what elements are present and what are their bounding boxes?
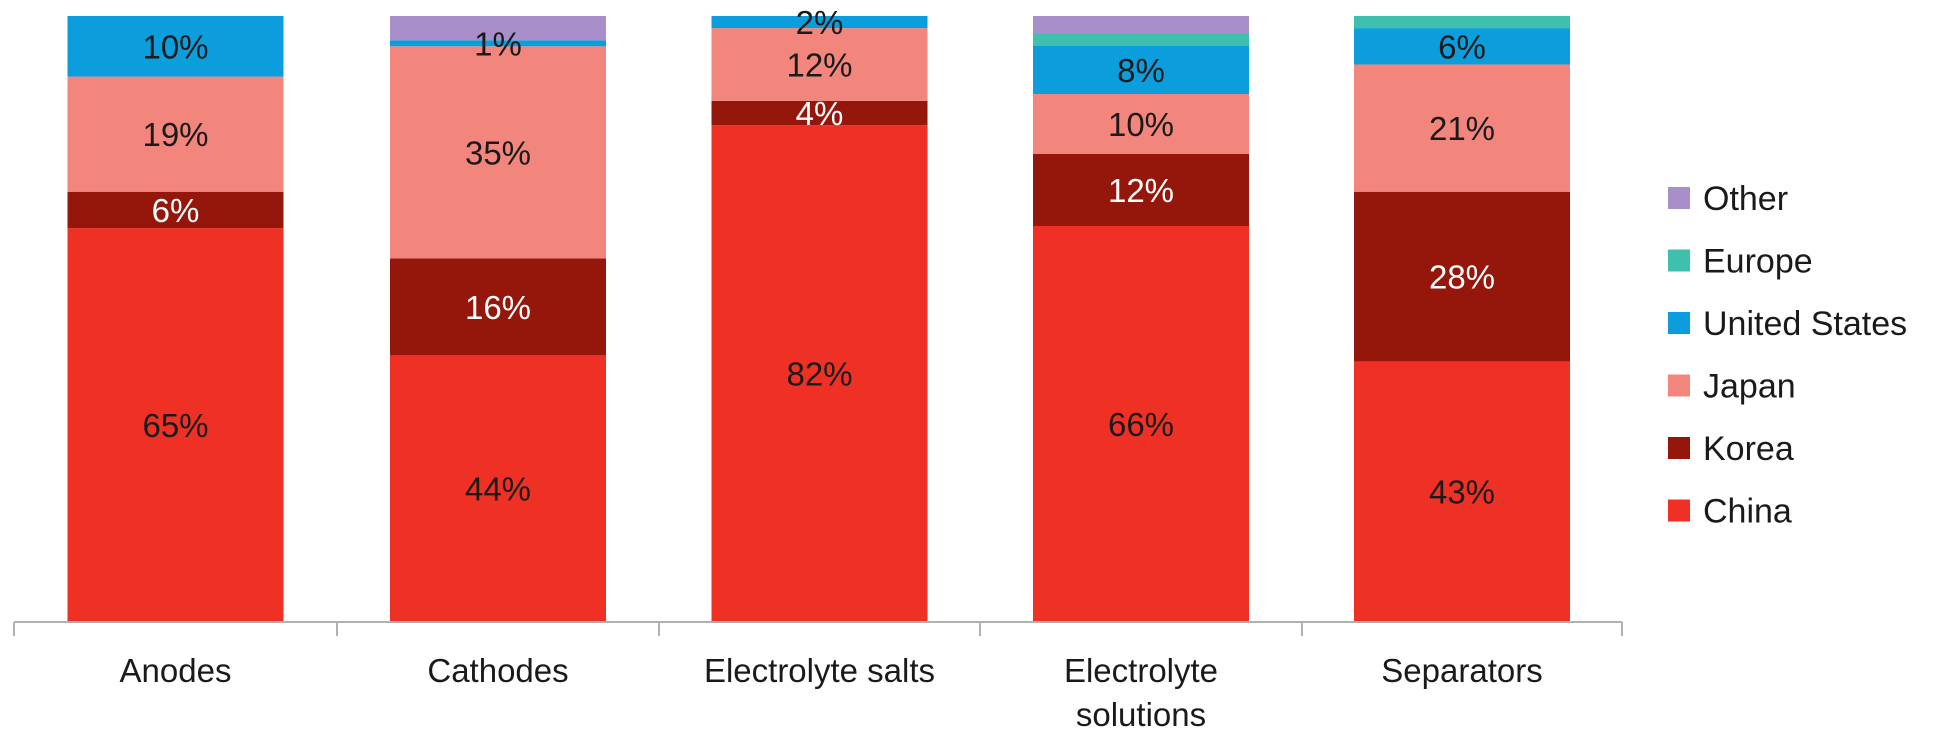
bar-segment-electrolyte-salts-japan xyxy=(711,28,928,101)
legend-swatch-united-states xyxy=(1668,312,1690,334)
legend-item-china: China xyxy=(1668,493,1792,531)
legend-label-united-states: United States xyxy=(1703,305,1907,343)
legend-swatch-japan xyxy=(1668,374,1690,397)
legend-item-korea: Korea xyxy=(1668,430,1794,468)
legend-label-other: Other xyxy=(1703,180,1788,218)
bar-segment-separators-japan xyxy=(1354,64,1570,192)
bar-segment-separators-europe xyxy=(1354,16,1570,29)
bar-segment-cathodes-korea xyxy=(390,258,606,356)
x-axis xyxy=(13,621,1623,636)
data-label-anodes-united-states: 10% xyxy=(142,28,208,65)
legend-label-china: China xyxy=(1703,493,1792,531)
legend-label-korea: Korea xyxy=(1703,430,1794,468)
legend-item-japan: Japan xyxy=(1668,368,1796,406)
bar-segment-separators-united-states xyxy=(1354,28,1570,65)
data-label-separators-japan: 21% xyxy=(1429,110,1495,147)
legend-swatch-europe xyxy=(1668,249,1690,272)
legend-item-other: Other xyxy=(1668,180,1788,218)
bar-segment-anodes-korea xyxy=(67,191,284,229)
bar-segment-electrolyte-solutions-united-states xyxy=(1033,46,1249,94)
category-label-electrolyte-salts: Electrolyte salts xyxy=(704,652,935,689)
bar-segment-separators-korea xyxy=(1354,191,1570,362)
bar-segment-electrolyte-solutions-other xyxy=(1033,16,1249,34)
bars-group xyxy=(67,16,1570,622)
category-label-cathodes: Cathodes xyxy=(427,652,568,689)
data-label-cathodes-korea: 16% xyxy=(465,289,531,326)
data-label-electrolyte-salts-korea: 4% xyxy=(796,95,844,132)
bar-segment-electrolyte-solutions-europe xyxy=(1033,34,1249,46)
data-label-electrolyte-salts-japan: 12% xyxy=(786,46,852,83)
category-label-anodes: Anodes xyxy=(120,652,232,689)
bar-segment-electrolyte-salts-korea xyxy=(711,100,928,126)
legend-label-japan: Japan xyxy=(1703,368,1796,406)
legend-swatch-china xyxy=(1668,499,1690,522)
data-label-cathodes-united-states: 1% xyxy=(474,25,522,62)
bar-segment-anodes-china xyxy=(67,228,284,622)
data-label-electrolyte-solutions-china: 66% xyxy=(1108,406,1174,443)
legend-swatch-korea xyxy=(1668,437,1690,459)
data-label-electrolyte-solutions-japan: 10% xyxy=(1108,106,1174,143)
bar-segment-cathodes-other xyxy=(390,16,606,41)
data-label-electrolyte-solutions-korea: 12% xyxy=(1108,172,1174,209)
legend-item-united-states: United States xyxy=(1668,305,1907,343)
data-label-separators-korea: 28% xyxy=(1429,259,1495,296)
bar-segment-separators-china xyxy=(1354,361,1570,622)
bar-segment-electrolyte-salts-china xyxy=(711,125,928,622)
data-label-electrolyte-salts-china: 82% xyxy=(786,356,852,393)
legend: Other Europe United States Japan Korea China xyxy=(1668,180,1907,531)
category-labels-group: Anodes Cathodes Electrolyte salts Electroly… xyxy=(120,652,1543,733)
legend-label-europe: Europe xyxy=(1703,243,1813,281)
data-label-separators-china: 43% xyxy=(1429,474,1495,511)
legend-item-europe: Europe xyxy=(1668,243,1813,281)
segment-labels-group: 65% 6% 19% 10% 44% 16% 35% 1% 82% 4% 12% 2% 66% 12% 10… xyxy=(142,4,1495,511)
bar-segment-cathodes-china xyxy=(390,355,606,622)
bar-segment-cathodes-united-states xyxy=(390,40,606,47)
data-label-separators-united-states: 6% xyxy=(1438,28,1486,65)
data-label-anodes-japan: 19% xyxy=(142,116,208,153)
bar-segment-electrolyte-solutions-korea xyxy=(1033,154,1249,226)
legend-swatch-other xyxy=(1668,187,1690,209)
bar-segment-electrolyte-salts-united-states xyxy=(711,16,928,29)
category-label-separators: Separators xyxy=(1381,652,1542,689)
category-label-electrolyte-solutions: Electrolyte solutions xyxy=(1064,652,1218,733)
data-label-cathodes-japan: 35% xyxy=(465,134,531,171)
data-label-anodes-korea: 6% xyxy=(152,192,200,229)
bar-segment-electrolyte-solutions-japan xyxy=(1033,94,1249,154)
data-label-electrolyte-salts-united-states: 2% xyxy=(796,4,844,41)
data-label-anodes-china: 65% xyxy=(142,407,208,444)
bar-segment-anodes-united-states xyxy=(67,16,284,77)
data-label-electrolyte-solutions-united-states: 8% xyxy=(1117,52,1165,89)
bar-segment-electrolyte-solutions-china xyxy=(1033,226,1249,622)
data-label-cathodes-china: 44% xyxy=(465,471,531,508)
bar-segment-cathodes-japan xyxy=(390,46,606,259)
bar-segment-anodes-japan xyxy=(67,76,284,192)
